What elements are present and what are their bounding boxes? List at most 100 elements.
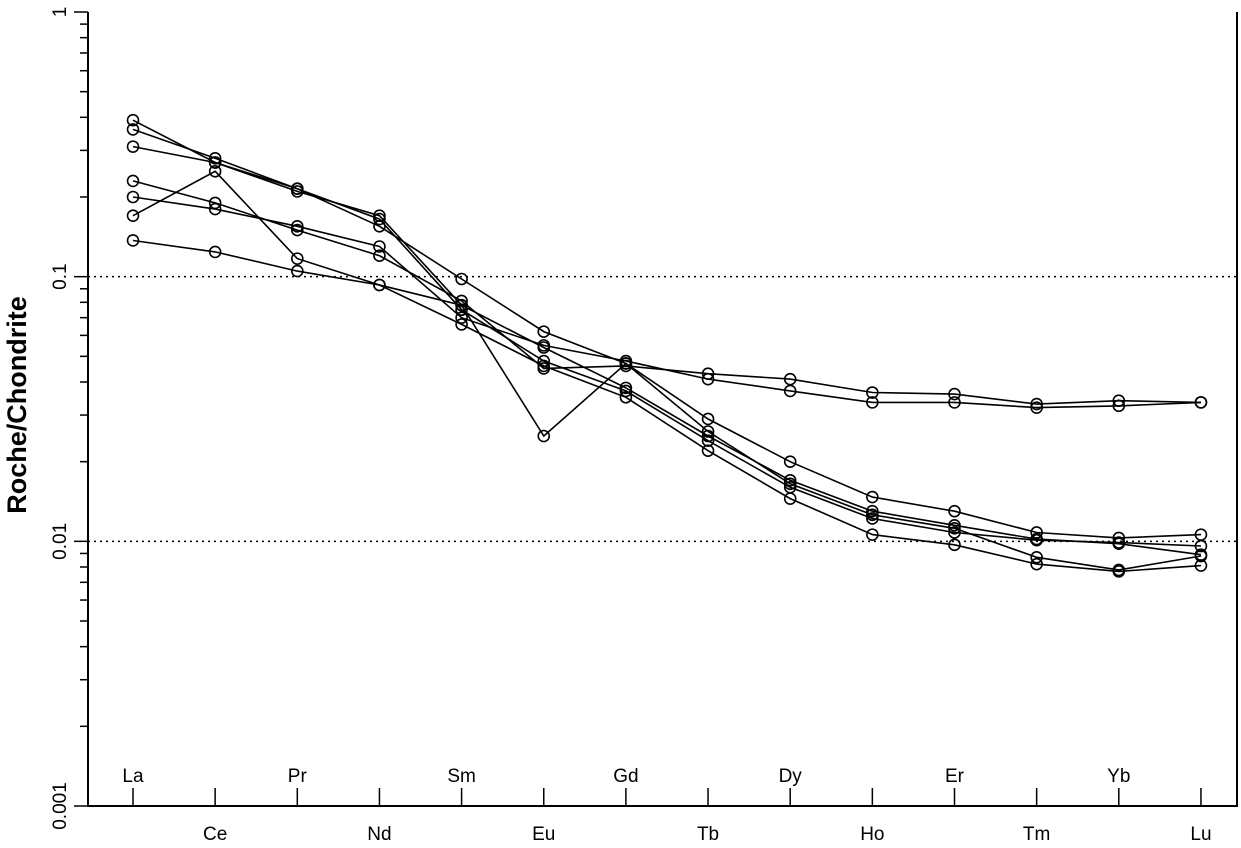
series	[126, 174, 1208, 411]
data-point	[783, 477, 797, 491]
data-point	[455, 311, 468, 324]
data-point	[948, 387, 961, 401]
data-point	[208, 165, 222, 178]
data-point	[1030, 557, 1043, 571]
data-point	[1030, 397, 1043, 411]
data-point	[866, 528, 879, 541]
axes	[87, 12, 1238, 807]
data-point	[290, 219, 304, 233]
data-point	[290, 252, 304, 265]
series-line	[132, 145, 1202, 539]
data-point	[290, 182, 304, 195]
y-tick-label: 1	[50, 7, 71, 18]
x-tick-label: Ce	[203, 824, 227, 845]
data-point	[373, 240, 386, 253]
data-point	[290, 223, 304, 237]
x-tick-label: Tb	[697, 824, 719, 845]
data-point	[373, 219, 386, 233]
data-point	[866, 396, 879, 409]
data-point	[208, 152, 222, 165]
x-tick-label: Tm	[1023, 824, 1050, 845]
data-point	[1030, 526, 1043, 539]
data-point	[1112, 531, 1126, 545]
data-point	[701, 412, 715, 426]
data-point	[208, 156, 222, 169]
data-point	[619, 357, 633, 370]
x-tick-label: La	[122, 766, 144, 787]
data-point	[126, 140, 140, 153]
data-point	[1194, 528, 1208, 541]
data-point	[455, 298, 468, 312]
data-point	[1194, 396, 1208, 409]
data-point	[455, 272, 468, 286]
x-tick-label: Eu	[532, 824, 555, 845]
data-point	[537, 339, 551, 352]
x-tick-label: Dy	[779, 766, 803, 787]
data-point	[126, 123, 140, 136]
data-point	[1030, 551, 1043, 564]
data-point	[948, 504, 961, 518]
y-axis-label: Roche/Chondrite	[2, 296, 32, 514]
data-point	[208, 245, 222, 259]
series-layer	[126, 113, 1208, 578]
series	[126, 113, 1208, 562]
data-point	[1112, 565, 1126, 578]
y-axis-ticks: 1 0.1 0.01 0.001	[50, 7, 88, 830]
y-tick-label: 0.001	[50, 782, 71, 830]
data-point	[866, 512, 879, 525]
data-point	[1030, 533, 1043, 547]
series	[126, 140, 1208, 545]
data-point	[126, 234, 140, 247]
data-point	[866, 504, 879, 518]
x-tick-label: Pr	[288, 766, 308, 787]
x-tick-label: Sm	[447, 766, 476, 787]
x-tick-label: Yb	[1107, 766, 1130, 787]
x-tick-label: Er	[945, 766, 965, 787]
data-point	[126, 174, 140, 188]
data-point	[701, 444, 715, 458]
series	[126, 234, 1208, 578]
data-point	[1194, 559, 1208, 572]
data-point	[373, 278, 386, 292]
data-point	[537, 325, 551, 338]
data-point	[948, 538, 961, 552]
data-point	[866, 490, 879, 504]
y-tick-label: 0.1	[50, 263, 71, 289]
data-point	[455, 318, 468, 331]
data-point	[866, 386, 879, 399]
data-point	[948, 526, 961, 539]
data-point	[701, 372, 715, 386]
series-line	[132, 239, 1202, 573]
data-point	[1194, 549, 1208, 563]
series-line	[132, 196, 1202, 409]
data-point	[537, 429, 551, 443]
data-point	[948, 396, 961, 409]
data-point	[701, 425, 715, 438]
data-point	[455, 303, 468, 317]
series	[126, 190, 1208, 414]
data-point	[290, 264, 304, 278]
series-line	[132, 128, 1202, 547]
data-point	[783, 455, 797, 468]
plot-frame	[87, 12, 1238, 807]
x-tick-label: Nd	[367, 824, 391, 845]
x-tick-label: Gd	[613, 766, 638, 787]
y-tick-label: 0.01	[50, 523, 71, 560]
data-point	[701, 434, 715, 448]
series-line	[132, 170, 1202, 571]
data-point	[126, 190, 140, 204]
data-point	[1112, 536, 1126, 549]
data-point	[866, 508, 879, 522]
x-tick-label: Lu	[1190, 824, 1211, 845]
data-point	[537, 359, 551, 373]
data-point	[783, 492, 797, 505]
data-point	[783, 384, 797, 398]
data-point	[619, 391, 633, 404]
data-point	[373, 249, 386, 263]
x-axis-ticks: La Ce Pr Nd Sm Eu Gd Tb Dy Ho Er Tm Yb Lu	[122, 766, 1211, 845]
data-point	[373, 212, 386, 226]
data-point	[1030, 401, 1043, 414]
data-point	[126, 209, 140, 222]
data-point	[948, 522, 961, 535]
